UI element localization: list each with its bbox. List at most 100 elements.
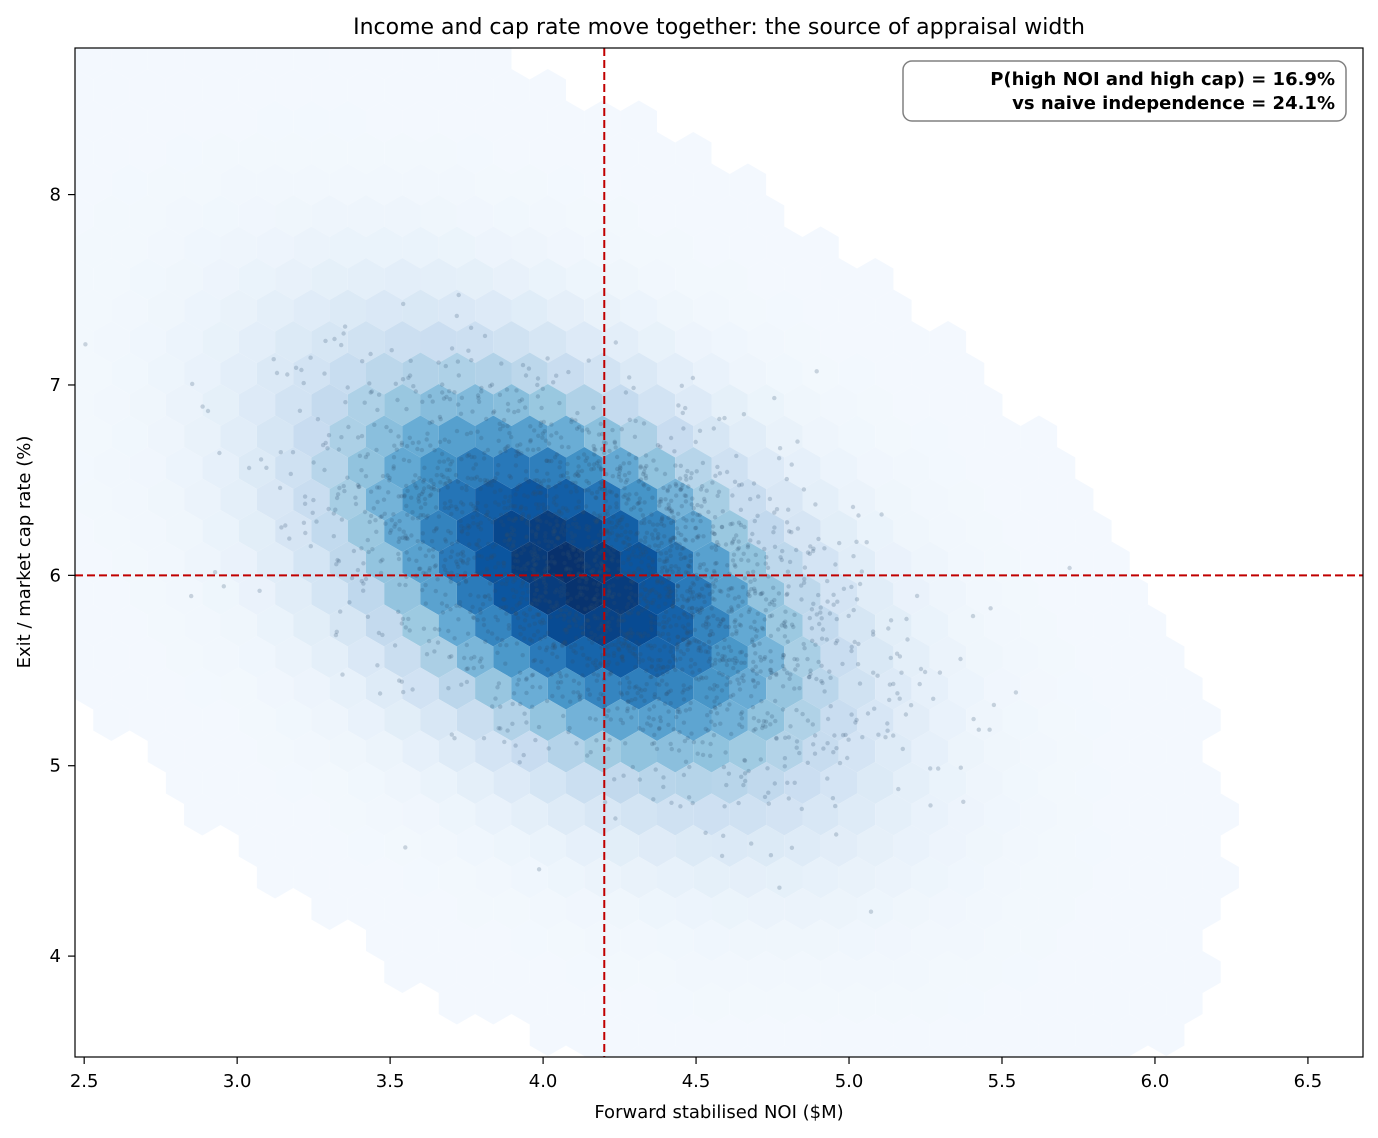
hexbin-cell [675, 573, 712, 615]
scatter-point [427, 568, 432, 573]
scatter-point [615, 706, 620, 711]
scatter-point [856, 513, 861, 518]
scatter-point [579, 557, 585, 562]
scatter-point [809, 607, 815, 612]
scatter-point [671, 727, 676, 732]
scatter-point [616, 623, 621, 628]
scatter-point [753, 651, 758, 656]
scatter-point [469, 656, 474, 661]
scatter-point [483, 480, 488, 486]
scatter-point [807, 674, 812, 680]
scatter-point [567, 612, 572, 617]
hexbin-cell [766, 604, 803, 647]
hexbin-cell [275, 384, 312, 426]
scatter-point [584, 618, 589, 623]
scatter-point [579, 646, 585, 651]
scatter-point [518, 505, 524, 510]
scatter-point [570, 547, 575, 552]
scatter-point [447, 479, 452, 484]
scatter-point [506, 505, 511, 511]
scatter-point [387, 530, 393, 535]
scatter-point [834, 616, 839, 622]
hexbin-cell [584, 352, 621, 395]
scatter-point [537, 645, 542, 651]
scatter-point [465, 453, 470, 459]
hexbin-cell [602, 699, 639, 741]
scatter-point [485, 556, 490, 561]
scatter-point [638, 634, 643, 639]
scatter-point [765, 711, 770, 716]
scatter-point [637, 686, 642, 691]
scatter-point [611, 591, 617, 597]
hexbin-cell [366, 919, 403, 962]
scatter-point [639, 694, 644, 699]
hexbin-cell [93, 636, 130, 678]
scatter-point [726, 771, 732, 776]
scatter-point [504, 445, 509, 450]
scatter-point [684, 642, 690, 648]
scatter-point [685, 589, 690, 594]
scatter-point [751, 569, 756, 574]
scatter-point [531, 557, 537, 562]
scatter-point [725, 675, 730, 680]
hexbin-cell [420, 888, 457, 930]
scatter-point [380, 632, 385, 638]
scatter-point [625, 675, 630, 681]
scatter-point [479, 656, 484, 661]
scatter-point [733, 618, 738, 623]
scatter-point [731, 665, 736, 671]
scatter-point [536, 513, 541, 518]
scatter-point [655, 548, 661, 554]
hexbin-cell [729, 478, 767, 521]
scatter-point [807, 615, 812, 621]
scatter-point [851, 554, 856, 559]
scatter-point [849, 584, 854, 590]
scatter-point [475, 542, 480, 547]
scatter-point [828, 704, 833, 709]
scatter-point [557, 400, 562, 406]
scatter-point [623, 529, 628, 535]
hexbin-cell [402, 730, 439, 773]
scatter-point [525, 518, 531, 523]
scatter-point [623, 741, 628, 746]
scatter-point [573, 480, 578, 485]
hexbin-cell [657, 352, 694, 395]
scatter-point [615, 559, 621, 564]
hexbin-cell [1166, 919, 1203, 962]
hexbin-cell [747, 573, 785, 615]
scatter-point [758, 669, 763, 674]
scatter-point [617, 592, 622, 597]
scatter-point [461, 526, 467, 531]
hexbin-cell [456, 573, 494, 615]
hexbin-cell [529, 384, 566, 426]
scatter-point [599, 548, 605, 554]
scatter-point [595, 598, 600, 603]
hexbin-cell [638, 132, 676, 174]
scatter-point [532, 592, 538, 597]
scatter-point [739, 724, 745, 730]
scatter-point [375, 485, 380, 490]
hexbin-cell [402, 478, 439, 521]
hexbin-cell [693, 982, 730, 1025]
hexbin-cell [366, 730, 403, 773]
scatter-point [565, 552, 570, 557]
scatter-point [736, 483, 742, 488]
hexbin-cell [275, 636, 312, 678]
scatter-point [583, 458, 588, 463]
scatter-point [626, 601, 631, 607]
scatter-point [444, 467, 450, 473]
scatter-point [710, 524, 716, 529]
scatter-point [338, 609, 343, 614]
scatter-point [478, 477, 483, 483]
scatter-point [666, 502, 671, 507]
hexbin-cell [93, 384, 130, 426]
scatter-point [485, 478, 490, 483]
scatter-point [800, 711, 805, 717]
scatter-point [627, 460, 632, 466]
scatter-point [540, 435, 545, 440]
hexbin-cell [220, 730, 257, 773]
scatter-point [420, 539, 426, 545]
hexbin-cell [366, 289, 403, 332]
scatter-point [466, 557, 471, 562]
hexbin-cell [329, 352, 366, 395]
